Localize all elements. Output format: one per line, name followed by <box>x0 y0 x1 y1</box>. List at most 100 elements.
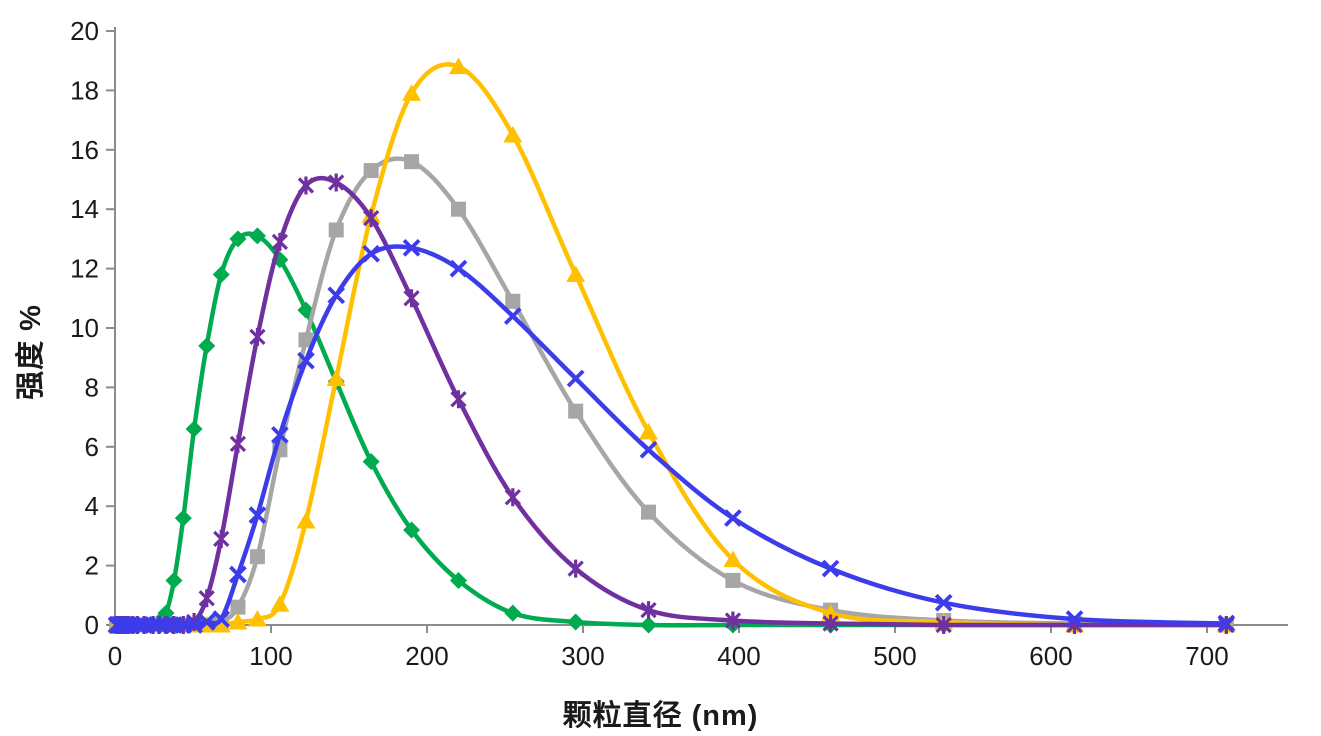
asterisk-marker <box>198 589 215 608</box>
y-tick-label: 0 <box>85 610 99 640</box>
triangle-marker <box>723 550 743 568</box>
gold-triangle-series-line <box>114 62 1229 628</box>
x-marker <box>934 593 953 612</box>
y-tick-label: 6 <box>85 432 99 462</box>
square-marker <box>641 504 657 520</box>
asterisk-marker <box>640 601 657 620</box>
diamond-marker <box>504 604 522 622</box>
x-marker <box>639 440 658 459</box>
triangle-marker <box>296 512 316 529</box>
square-marker <box>230 599 246 615</box>
triangle-marker <box>503 125 523 143</box>
asterisk-marker <box>229 434 247 453</box>
asterisk-marker <box>450 390 467 409</box>
x-tick-label: 100 <box>249 641 292 671</box>
asterisk-marker <box>297 176 315 195</box>
x-marker <box>449 259 468 278</box>
x-tick-label: 500 <box>873 641 916 671</box>
square-marker <box>363 163 379 179</box>
diamond-marker <box>165 571 183 589</box>
triangle-marker <box>326 369 346 386</box>
blue-x-series <box>107 238 1236 634</box>
diamond-marker <box>362 453 380 471</box>
asterisk-marker <box>504 488 521 507</box>
diamond-marker <box>248 227 266 245</box>
triangle-marker <box>639 422 659 440</box>
triangle-marker <box>270 595 290 612</box>
asterisk-marker <box>363 209 380 228</box>
y-axis-title: 强度 % <box>15 304 47 400</box>
y-tick-label: 10 <box>70 313 99 343</box>
x-tick-label: 300 <box>561 641 604 671</box>
x-marker <box>1065 610 1084 628</box>
asterisk-marker <box>328 173 345 192</box>
x-marker <box>197 613 216 631</box>
diamond-marker <box>212 266 230 284</box>
x-marker <box>821 559 840 578</box>
x-tick-label: 600 <box>1029 641 1072 671</box>
triangle-marker <box>211 616 231 633</box>
asterisk-marker <box>822 614 839 633</box>
x-marker <box>185 616 203 634</box>
purple-asterisk-series <box>108 173 1235 634</box>
x-marker <box>229 565 247 584</box>
asterisk-marker <box>724 611 742 630</box>
diamond-marker <box>403 521 421 539</box>
diamond-marker <box>185 420 203 438</box>
square-marker <box>725 572 741 588</box>
square-marker <box>505 293 521 309</box>
gold-triangle-series <box>107 57 1236 633</box>
x-marker <box>144 616 162 634</box>
y-tick-label: 14 <box>70 194 99 224</box>
diamond-marker <box>198 337 216 355</box>
x-marker <box>724 509 742 527</box>
triangle-marker <box>247 610 267 627</box>
square-marker <box>298 332 314 348</box>
x-marker <box>362 244 380 263</box>
square-marker <box>249 549 265 565</box>
square-marker <box>568 403 584 419</box>
x-tick-label: 700 <box>1185 641 1228 671</box>
triangle-marker <box>566 265 586 283</box>
x-marker <box>1217 614 1236 633</box>
x-marker <box>327 286 346 305</box>
diamond-marker <box>157 604 175 622</box>
triangle-marker <box>821 604 841 621</box>
diamond-marker <box>450 571 468 589</box>
square-marker <box>404 154 420 170</box>
x-tick-label: 200 <box>405 641 448 671</box>
diamond-marker <box>229 230 247 248</box>
x-marker <box>212 610 231 628</box>
asterisk-marker <box>567 559 584 578</box>
asterisk-marker <box>935 616 952 634</box>
x-marker <box>271 426 289 444</box>
asterisk-marker <box>271 232 289 251</box>
y-tick-label: 2 <box>85 551 99 581</box>
y-tick-label: 8 <box>85 372 99 402</box>
x-tick-label: 0 <box>108 641 122 671</box>
triangle-marker <box>402 84 422 101</box>
x-marker <box>128 616 147 634</box>
square-marker <box>451 201 467 217</box>
triangle-marker <box>228 613 248 630</box>
triangle-marker <box>449 57 469 75</box>
axes: 0 100 200 300 400 500 600 700 0 2 4 6 8 10 12 14 16 18 20 <box>70 16 1288 671</box>
asterisk-marker <box>403 289 420 308</box>
diamond-marker <box>174 509 192 527</box>
asterisk-marker <box>213 529 230 548</box>
y-tick-label: 4 <box>85 491 99 521</box>
y-tick-label: 18 <box>70 75 99 105</box>
x-marker <box>566 369 585 388</box>
diamond-marker <box>640 616 658 634</box>
x-marker <box>248 506 267 524</box>
x-axis-title: 颗粒直径 (nm) <box>562 700 759 732</box>
y-tick-label: 12 <box>70 254 99 284</box>
asterisk-marker <box>249 327 266 346</box>
x-marker <box>503 307 522 325</box>
x-marker <box>402 238 421 257</box>
x-marker <box>297 351 315 370</box>
y-tick-label: 16 <box>70 135 99 165</box>
x-marker <box>150 616 168 634</box>
